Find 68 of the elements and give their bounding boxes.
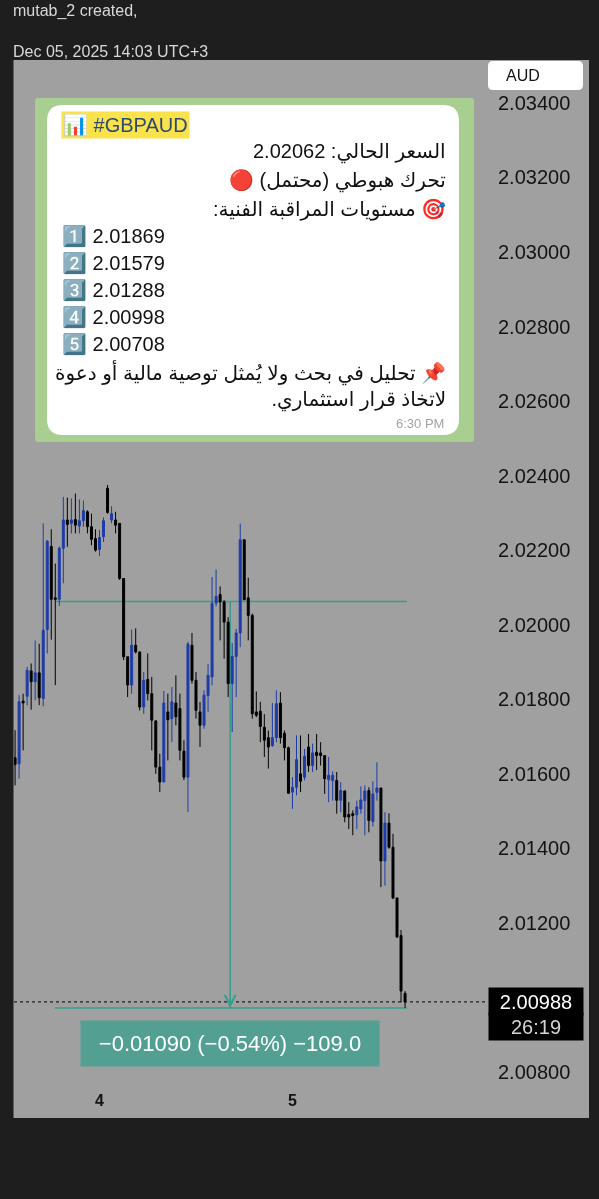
y-tick-label: 2.02200	[498, 539, 571, 562]
annotation: تحرك هبوطي (محتمل) 🔴	[229, 168, 446, 193]
candlestick	[69, 497, 73, 534]
annotation: 2⃣ 2.01579	[62, 251, 165, 275]
annotation: 3⃣ 2.01288	[62, 278, 165, 302]
candlestick	[363, 784, 367, 836]
candlestick	[29, 662, 33, 711]
y-tick-label: 2.01800	[498, 688, 571, 711]
ref-line-label: 2.00988	[499, 990, 573, 1013]
candlestick	[45, 539, 49, 654]
y-tick-label: 2.01400	[498, 837, 571, 860]
candlestick	[315, 733, 319, 771]
y-tick-label: 2.02000	[498, 613, 571, 636]
y-tick-label: 2.02400	[498, 464, 571, 487]
candlestick	[98, 529, 101, 557]
candlestick	[311, 743, 315, 773]
candlestick	[14, 729, 17, 786]
annotation: 1⃣ 2.01869	[62, 224, 165, 248]
text: 26:19	[510, 1015, 562, 1038]
candlestick	[17, 694, 21, 780]
x-tick-label: 5	[288, 1092, 298, 1109]
candlestick	[106, 484, 110, 515]
candlestick	[170, 686, 174, 743]
candlestick	[77, 498, 81, 534]
candlestick	[33, 639, 37, 701]
candlestick	[41, 522, 45, 707]
annotation: 4⃣ 2.00998	[62, 305, 165, 329]
annotation: السعر الحالي: 2.02062	[253, 140, 446, 164]
candlestick	[65, 497, 69, 548]
candlestick	[130, 629, 134, 695]
chart-subtitle: Dec 05, 2025 14:03 UTC+3	[13, 43, 209, 60]
candlestick	[102, 516, 106, 543]
candlestick	[274, 689, 278, 743]
y-tick-label: 2.01600	[498, 762, 571, 785]
annotation: 🎯 مستويات المراقبة الفنية:	[213, 198, 447, 221]
y-tick-label: 2.01200	[498, 911, 571, 934]
candlestick	[303, 748, 307, 782]
y-tick-label: 2.03400	[498, 91, 571, 114]
y-tick-label: 2.00800	[498, 1061, 571, 1083]
y-tick-label: 2.03000	[498, 240, 571, 263]
candlestick	[21, 693, 25, 751]
annotation: −0.01090 (−0.54%) −109.0	[98, 1031, 362, 1056]
candlestick	[335, 771, 339, 815]
candlestick	[299, 734, 303, 793]
annotation: 📊 #GBPAUD	[63, 113, 188, 137]
candlestick	[25, 666, 29, 706]
candlestick	[162, 690, 166, 783]
candlestick	[110, 505, 114, 524]
y-axis-title: AUD	[506, 67, 540, 84]
candlestick	[186, 641, 190, 813]
candlestick	[37, 643, 41, 706]
x-tick-label: 4	[95, 1092, 105, 1109]
candlestick	[327, 756, 331, 803]
candlestick	[166, 693, 170, 761]
candlestick	[339, 781, 343, 813]
y-tick-label: 2.02800	[498, 315, 571, 338]
candlestick	[307, 733, 311, 773]
candlestick	[379, 787, 383, 888]
y-tick-label: 2.02600	[498, 390, 571, 413]
y-tick-label: 2.03200	[498, 166, 571, 189]
candlestick	[142, 671, 146, 715]
annotation: 5⃣ 2.00708	[62, 332, 165, 356]
annotation: 📌 تحليل في بحث ولا يُمثل توصية مالية أو دعوة لاتخاذ قرار استثماري.	[55, 360, 447, 412]
candlestick	[73, 493, 77, 534]
candlestick	[367, 786, 371, 833]
chart-title: mutab_2 created,	[13, 2, 138, 21]
annotation: 6:30 PM	[396, 416, 445, 431]
candlestick	[383, 811, 387, 887]
